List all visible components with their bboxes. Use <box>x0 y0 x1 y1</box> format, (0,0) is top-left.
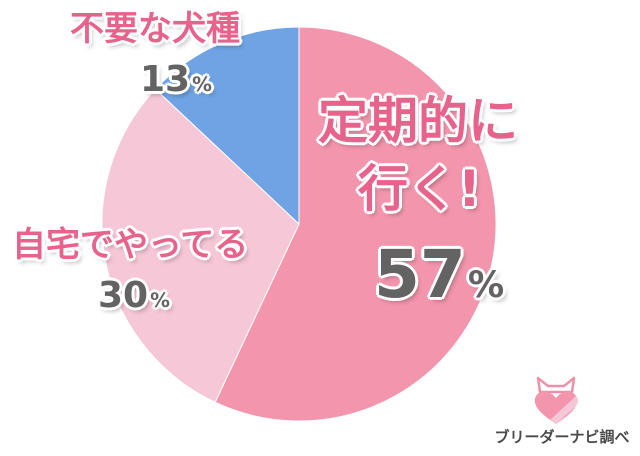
slice-label-unneeded: 不要な犬種 <box>70 9 240 49</box>
pie-slice-home <box>101 88 300 403</box>
pie-slice-regular <box>214 26 497 422</box>
dog-heart-icon <box>534 376 579 424</box>
slice-percent-regular: 57% <box>374 242 504 308</box>
logo-text: ブリーダーナビ調べ <box>494 428 630 446</box>
slice-label-regular-line2: 行く! <box>358 160 481 218</box>
slice-label-home: 自宅でやってる <box>12 225 249 265</box>
percent-sign: % <box>192 73 212 96</box>
percent-value: 13 <box>140 59 191 100</box>
pie-slice-unneeded <box>154 26 300 226</box>
slice-percent-unneeded: 13% <box>140 62 212 98</box>
slice-label-regular-line1: 定期的に <box>318 92 518 150</box>
breeder-navi-logo: ブリーダーナビ調べ <box>492 374 632 452</box>
slice-percent-home: 30% <box>98 278 170 314</box>
percent-sign: % <box>467 263 505 306</box>
percent-value: 30 <box>98 275 149 316</box>
percent-sign: % <box>150 289 170 312</box>
percent-value: 57 <box>374 236 466 313</box>
